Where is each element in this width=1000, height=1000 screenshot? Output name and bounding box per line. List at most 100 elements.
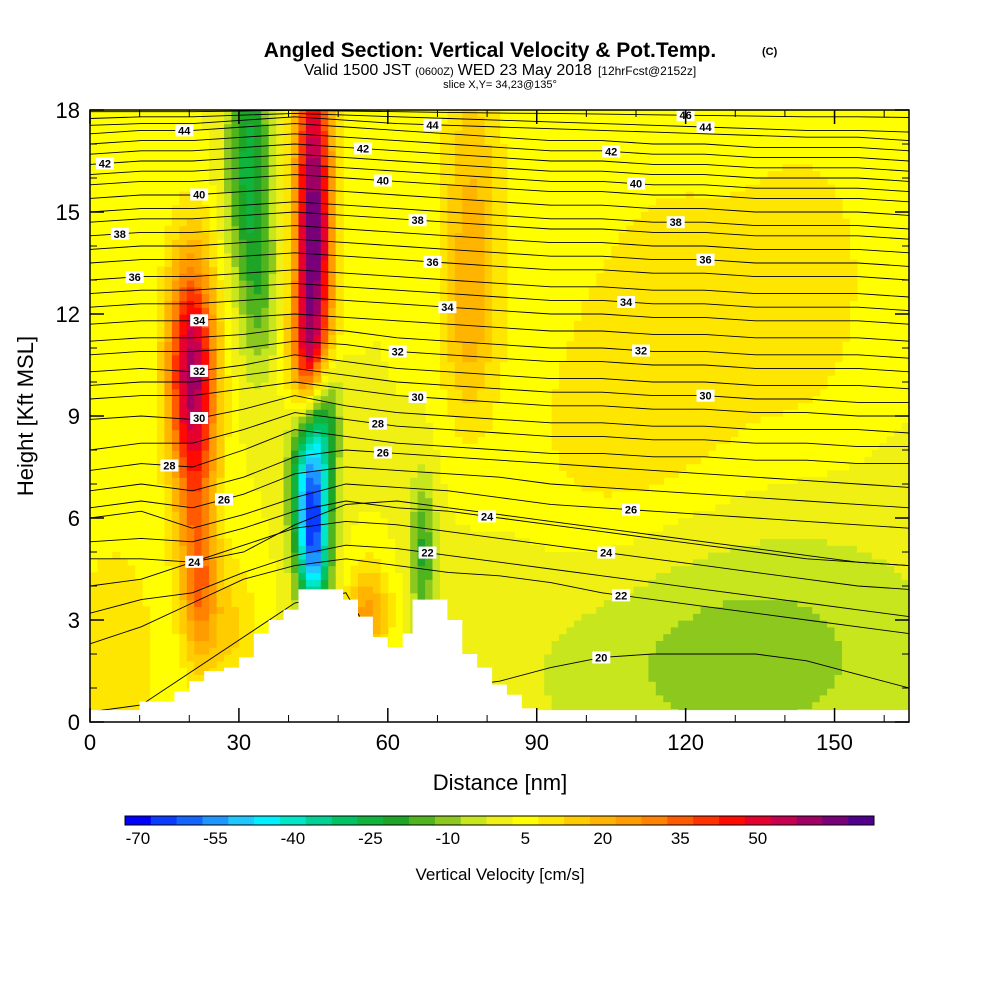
- velocity-cell: [707, 545, 717, 553]
- velocity-cell: [760, 348, 769, 356]
- velocity-cell: [737, 354, 746, 363]
- velocity-cell: [819, 477, 828, 485]
- velocity-cell: [313, 348, 322, 356]
- velocity-cell: [469, 436, 478, 444]
- velocity-cell: [730, 314, 739, 322]
- velocity-cell: [722, 314, 731, 322]
- velocity-cell: [670, 388, 679, 397]
- velocity-cell: [752, 320, 761, 329]
- velocity-cell: [216, 552, 225, 560]
- velocity-cell: [157, 368, 166, 376]
- velocity-cell: [246, 327, 255, 335]
- velocity-cell: [462, 327, 471, 335]
- velocity-cell: [707, 531, 717, 539]
- velocity-cell: [112, 654, 121, 662]
- velocity-cell: [715, 334, 724, 342]
- velocity-cell: [291, 484, 300, 492]
- velocity-cell: [834, 348, 843, 356]
- velocity-cell: [462, 586, 471, 594]
- velocity-cell: [640, 654, 650, 662]
- velocity-cell: [685, 586, 694, 594]
- velocity-cell: [834, 470, 843, 478]
- velocity-cell: [454, 558, 463, 567]
- velocity-cell: [663, 606, 672, 614]
- velocity-cell: [678, 341, 687, 349]
- velocity-cell: [812, 354, 821, 363]
- velocity-cell: [856, 660, 865, 669]
- velocity-cell: [171, 416, 180, 424]
- velocity-cell: [305, 429, 314, 437]
- velocity-cell: [209, 436, 218, 444]
- velocity-cell: [871, 640, 880, 648]
- velocity-cell: [104, 606, 113, 614]
- velocity-cell: [678, 592, 687, 601]
- velocity-cell: [246, 341, 255, 349]
- velocity-cell: [253, 463, 262, 471]
- velocity-cell: [320, 327, 329, 335]
- velocity-cell: [752, 620, 761, 628]
- velocity-cell: [782, 626, 791, 635]
- velocity-cell: [506, 688, 515, 696]
- velocity-cell: [581, 314, 590, 322]
- velocity-cell: [648, 654, 657, 662]
- velocity-cell: [477, 599, 486, 607]
- velocity-cell: [640, 599, 650, 607]
- velocity-cell: [871, 518, 880, 526]
- velocity-cell: [313, 382, 322, 390]
- velocity-cell: [573, 565, 582, 573]
- velocity-cell: [365, 402, 374, 410]
- velocity-cell: [201, 402, 210, 410]
- velocity-cell: [737, 667, 746, 675]
- velocity-cell: [611, 626, 620, 635]
- velocity-cell: [670, 701, 679, 709]
- velocity-cell: [864, 477, 873, 485]
- velocity-cell: [618, 565, 627, 573]
- velocity-cell: [685, 599, 694, 607]
- velocity-cell: [626, 701, 635, 709]
- velocity-cell: [432, 565, 441, 573]
- velocity-cell: [112, 599, 121, 607]
- velocity-cell: [834, 694, 843, 703]
- velocity-cell: [655, 701, 664, 709]
- velocity-cell: [633, 354, 642, 363]
- velocity-cell: [90, 694, 99, 703]
- velocity-cell: [789, 552, 798, 560]
- velocity-cell: [819, 518, 828, 526]
- velocity-cell: [730, 293, 739, 301]
- velocity-cell: [611, 633, 620, 641]
- velocity-cell: [447, 388, 456, 397]
- velocity-cell: [410, 490, 419, 499]
- velocity-cell: [90, 640, 99, 648]
- velocity-cell: [603, 606, 612, 614]
- velocity-cell: [663, 524, 672, 533]
- velocity-cell: [291, 456, 300, 465]
- velocity-cell: [596, 579, 605, 587]
- velocity-cell: [298, 538, 307, 546]
- velocity-cell: [871, 606, 880, 614]
- velocity-cell: [194, 524, 203, 533]
- velocity-cell: [804, 314, 813, 322]
- velocity-cell: [640, 647, 650, 655]
- velocity-cell: [707, 626, 717, 635]
- velocity-cell: [566, 463, 575, 471]
- velocity-cell: [119, 606, 128, 614]
- velocity-cell: [454, 409, 463, 417]
- velocity-cell: [774, 388, 784, 397]
- velocity-cell: [864, 592, 873, 601]
- velocity-cell: [298, 511, 307, 519]
- velocity-cell: [201, 300, 210, 308]
- velocity-cell: [797, 647, 806, 655]
- velocity-cell: [752, 327, 761, 335]
- velocity-cell: [559, 688, 568, 696]
- velocity-cell: [216, 375, 225, 383]
- velocity-cell: [514, 633, 523, 641]
- velocity-cell: [737, 327, 746, 335]
- velocity-cell: [752, 524, 761, 533]
- velocity-cell: [618, 354, 627, 363]
- velocity-cell: [201, 660, 210, 669]
- velocity-cell: [626, 654, 635, 662]
- velocity-cell: [573, 382, 582, 390]
- velocity-cell: [841, 490, 851, 499]
- velocity-cell: [745, 409, 754, 417]
- velocity-cell: [722, 552, 731, 560]
